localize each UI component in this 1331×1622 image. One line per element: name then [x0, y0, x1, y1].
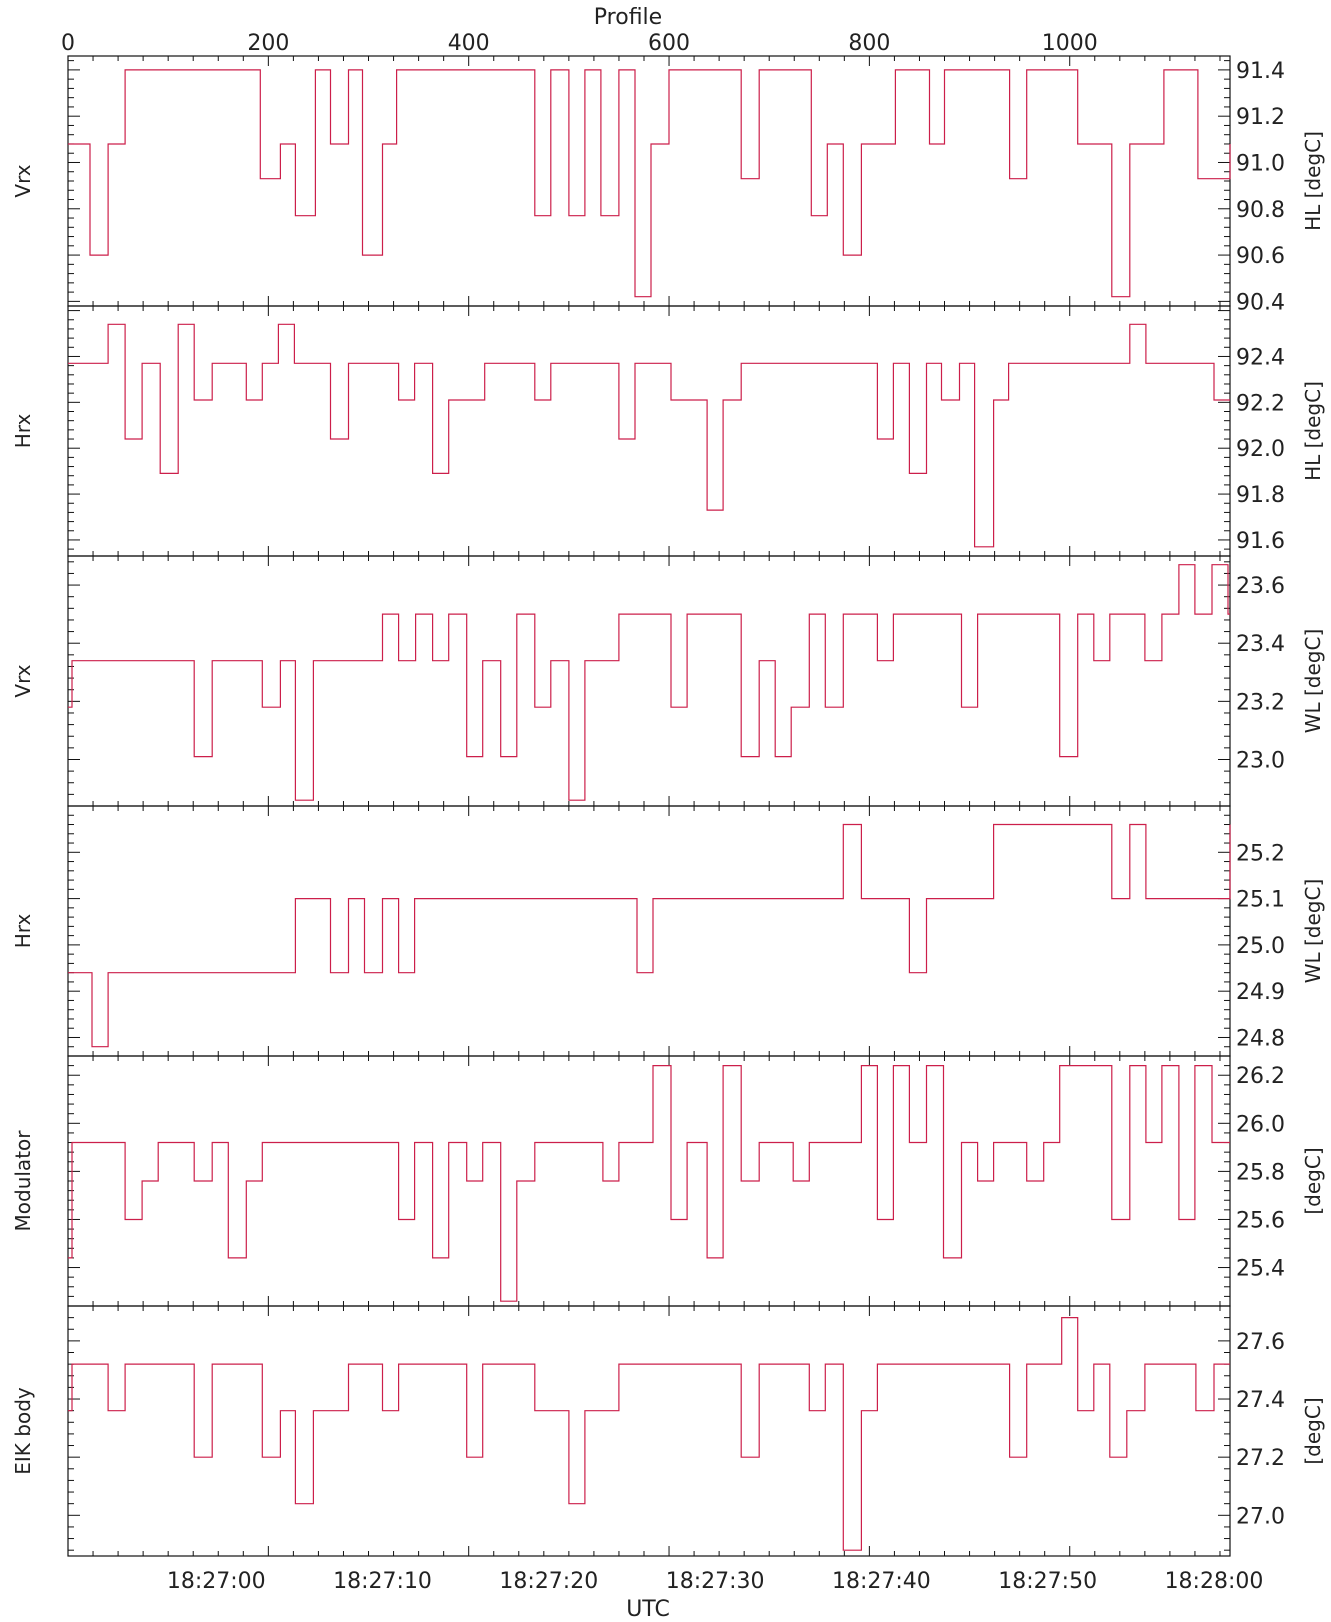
- utc-tick-label: 18:28:00: [1165, 1569, 1264, 1594]
- panel-right-label: HL [degC]: [1301, 381, 1325, 481]
- utc-tick-label: 18:27:10: [333, 1569, 432, 1594]
- y-tick-label: 27.0: [1236, 1504, 1285, 1529]
- series-trace: [68, 1317, 1230, 1551]
- utc-tick-label: 18:27:30: [666, 1569, 765, 1594]
- bottom-axis-tick-labels: 18:27:00 18:27:10 18:27:20 18:27:30 18:27:40…: [167, 1569, 1264, 1594]
- y-tick-label: 92.0: [1236, 437, 1285, 462]
- y-tick-label: 23.4: [1236, 632, 1285, 657]
- y-tick-label: 25.0: [1236, 934, 1285, 959]
- y-tick-label: 25.6: [1236, 1208, 1285, 1233]
- panel-right-label: [degC]: [1301, 1147, 1325, 1214]
- bottom-axis-title: UTC: [626, 1597, 670, 1622]
- panel-frame: [67, 55, 1231, 307]
- top-tick-label: 600: [648, 31, 690, 56]
- series-trace: [68, 1065, 1230, 1302]
- utc-tick-label: 18:27:00: [167, 1569, 266, 1594]
- y-tick-label: 90.8: [1236, 198, 1285, 223]
- panel-left-label: Modulator: [11, 1130, 35, 1232]
- panel: 90.4 90.6 90.8 91.0 91.2 91.4 Vrx HL [degC]: [11, 55, 1325, 315]
- utc-tick-label: 18:27:50: [998, 1569, 1097, 1594]
- y-tick-label: 91.4: [1236, 59, 1285, 84]
- panel-frame: [67, 1305, 1231, 1557]
- y-tick-label: 23.2: [1236, 690, 1285, 715]
- top-tick-label: 400: [448, 31, 490, 56]
- utc-tick-label: 18:27:40: [832, 1569, 931, 1594]
- y-tick-label: 25.4: [1236, 1257, 1285, 1282]
- panel-right-label: WL [degC]: [1301, 629, 1325, 734]
- y-tick-label: 27.6: [1236, 1330, 1285, 1355]
- y-tick-label: 24.9: [1236, 980, 1285, 1005]
- series-trace: [68, 823, 1231, 1048]
- top-axis-title: Profile: [594, 5, 662, 30]
- panel: 27.0 27.2 27.4 27.6 EIK body [degC]: [11, 1305, 1325, 1557]
- panel-left-label: Vrx: [11, 164, 35, 197]
- y-tick-label: 91.8: [1236, 483, 1285, 508]
- y-tick-label: 27.2: [1236, 1446, 1285, 1471]
- y-tick-label: 90.4: [1236, 290, 1285, 315]
- y-tick-label: 90.6: [1236, 244, 1285, 269]
- y-tick-label: 23.0: [1236, 748, 1285, 773]
- panel-frame: [67, 305, 1231, 557]
- y-tick-label: 25.8: [1236, 1160, 1285, 1185]
- panel-left-label: Hrx: [11, 914, 35, 949]
- y-tick-label: 23.6: [1236, 574, 1285, 599]
- panel-left-label: Vrx: [11, 664, 35, 697]
- y-tick-label: 92.2: [1236, 391, 1285, 416]
- series-trace: [68, 564, 1230, 801]
- y-tick-label: 24.8: [1236, 1026, 1285, 1051]
- y-tick-label: 91.2: [1236, 105, 1285, 130]
- series-trace: [68, 69, 1231, 298]
- panel-frame: [67, 1055, 1231, 1307]
- panel-frame: [67, 805, 1231, 1057]
- y-tick-label: 27.4: [1236, 1388, 1285, 1413]
- panel-right-label: WL [degC]: [1301, 879, 1325, 984]
- y-tick-label: 92.4: [1236, 345, 1285, 370]
- utc-tick-label: 18:27:20: [499, 1569, 598, 1594]
- panel: 23.0 23.2 23.4 23.6 Vrx WL [degC]: [11, 555, 1325, 807]
- panel: 25.4 25.6 25.8 26.0 26.2 Modulator [degC]: [11, 1055, 1325, 1307]
- panel-frame: [67, 555, 1231, 807]
- panel-left-label: EIK body: [11, 1387, 35, 1475]
- panel-right-label: [degC]: [1301, 1397, 1325, 1464]
- panel-right-label: HL [degC]: [1301, 131, 1325, 231]
- top-tick-label: 800: [848, 31, 890, 56]
- panel-left-label: Hrx: [11, 414, 35, 449]
- panel: 91.6 91.8 92.0 92.2 92.4 Hrx HL [degC]: [11, 305, 1325, 557]
- top-tick-label: 0: [61, 31, 75, 56]
- y-tick-label: 25.1: [1236, 888, 1285, 913]
- y-tick-label: 25.2: [1236, 841, 1285, 866]
- panel: 24.8 24.9 25.0 25.1 25.2 Hrx WL [degC]: [11, 805, 1325, 1057]
- y-tick-label: 91.6: [1236, 529, 1285, 554]
- top-tick-label: 1000: [1042, 31, 1098, 56]
- top-tick-label: 200: [247, 31, 289, 56]
- y-tick-label: 26.2: [1236, 1064, 1285, 1089]
- series-trace: [68, 323, 1230, 548]
- y-tick-label: 91.0: [1236, 151, 1285, 176]
- y-tick-label: 26.0: [1236, 1112, 1285, 1137]
- top-axis-tick-labels: 0 200 400 600 800 1000: [61, 31, 1098, 56]
